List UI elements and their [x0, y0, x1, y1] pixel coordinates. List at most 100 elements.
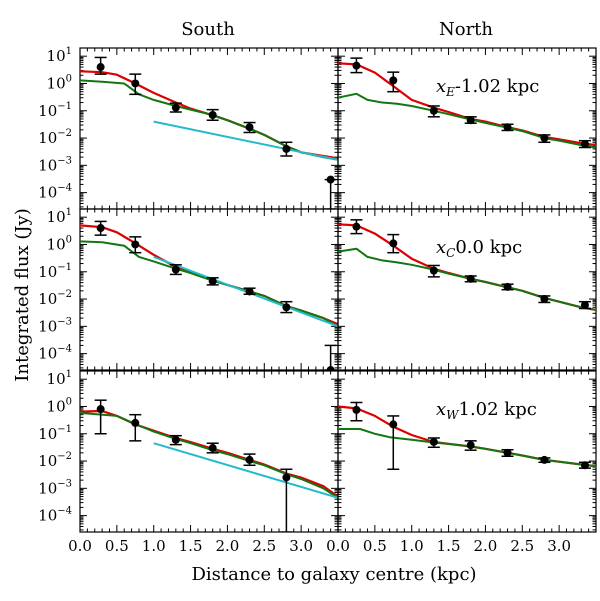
- y-tick-label: 101: [47, 207, 72, 226]
- series-fit-line: [153, 120, 338, 161]
- data-point: [96, 405, 105, 414]
- x-tick-label: 0.5: [105, 537, 129, 555]
- y-tick-label: 10−4: [38, 506, 72, 525]
- panel-south-3-plot-area: [80, 399, 338, 532]
- data-point: [131, 79, 140, 88]
- panel-south-2-plot-area: [80, 220, 338, 370]
- x-tick-label: 2.0: [473, 537, 497, 555]
- data-point: [540, 455, 549, 464]
- panel-annotation: xC0.0 kpc: [436, 237, 522, 260]
- x-tick-label: 2.5: [252, 537, 276, 555]
- data-point: [466, 274, 475, 283]
- data-point: [326, 175, 335, 184]
- y-tick-label: 101: [47, 46, 72, 65]
- data-point: [429, 266, 438, 275]
- panel-north-2-plot-area: [338, 219, 596, 311]
- x-tick-label: 3.0: [289, 537, 313, 555]
- series-model-line: [80, 409, 338, 498]
- x-tick-label: 3.0: [547, 537, 571, 555]
- panel-south-1-plot-area: [80, 56, 338, 209]
- data-point: [282, 144, 291, 153]
- series-fit-line: [153, 442, 338, 499]
- x-tick-label: 2.5: [510, 537, 534, 555]
- data-point: [429, 437, 438, 446]
- data-point: [352, 222, 361, 231]
- series-component-line: [80, 411, 338, 499]
- data-point: [96, 224, 105, 233]
- y-tick-label: 10−2: [38, 128, 72, 147]
- y-tick-label: 10−1: [38, 262, 72, 281]
- data-point: [171, 435, 180, 444]
- panel-north-3-plot-area: [338, 401, 596, 471]
- panel-south-1: 101 100 10−1 10−2 10−3 10−4: [38, 46, 339, 210]
- data-point: [245, 123, 254, 132]
- y-tick-label: 10−3: [38, 478, 72, 497]
- panel-south-3-frame: [79, 370, 339, 533]
- x-tick-label: 2.0: [215, 537, 239, 555]
- panel-annotation: xW1.02 kpc: [436, 399, 537, 422]
- series-component-line: [338, 92, 596, 149]
- x-tick-label: 1.0: [142, 537, 166, 555]
- data-point: [282, 303, 291, 312]
- data-point: [389, 239, 398, 248]
- data-point: [540, 295, 549, 304]
- data-point: [429, 106, 438, 115]
- data-point: [503, 123, 512, 132]
- panel-south-2: 101 100 10−1 10−2 10−3 10−4: [38, 207, 339, 371]
- data-point: [171, 265, 180, 274]
- y-tick-label: 10−2: [38, 451, 72, 470]
- panel-north-1: xE-1.02 kpc: [337, 47, 597, 210]
- data-point: [208, 110, 217, 119]
- data-point: [245, 455, 254, 464]
- panel-north-1-frame: [337, 47, 597, 210]
- y-axis-label: Integrated flux (Jy): [12, 208, 33, 381]
- panel-north-3: 0.0 0.5 1.0 1.5 2.0 2.5 3.0 xW1.02 kpc: [326, 370, 597, 555]
- data-point: [282, 473, 291, 482]
- panel-north-3-frame: [337, 370, 597, 533]
- data-point: [466, 441, 475, 450]
- panel-south-1-frame: [79, 47, 339, 210]
- data-point: [580, 301, 589, 310]
- data-point: [96, 63, 105, 72]
- data-point: [352, 61, 361, 70]
- y-tick-label: 10−4: [38, 183, 72, 202]
- data-point: [466, 116, 475, 125]
- x-axis-label: Distance to galaxy centre (kpc): [191, 564, 476, 585]
- y-tick-label: 10−3: [38, 155, 72, 174]
- panel-annotation: xE-1.02 kpc: [436, 76, 539, 99]
- data-point: [389, 420, 398, 429]
- panel-north-2: xC0.0 kpc: [337, 208, 597, 371]
- panel-north-2-frame: [337, 208, 597, 371]
- x-tick-label: 1.5: [179, 537, 203, 555]
- data-point: [580, 140, 589, 149]
- x-tick-label: 1.5: [437, 537, 461, 555]
- y-tick-label: 100: [47, 73, 72, 92]
- y-tick-label: 100: [47, 396, 72, 415]
- data-point: [326, 366, 335, 370]
- x-tick-label: 0.0: [68, 537, 92, 555]
- x-tick-label: 0.5: [363, 537, 387, 555]
- col-title-north: North: [439, 19, 493, 40]
- data-point: [389, 76, 398, 85]
- series-component-line: [80, 240, 338, 328]
- data-point: [503, 282, 512, 291]
- data-point: [503, 448, 512, 457]
- y-tick-label: 10−1: [38, 101, 72, 120]
- data-point: [171, 103, 180, 112]
- y-tick-label: 10−1: [38, 424, 72, 443]
- y-tick-label: 101: [47, 369, 72, 388]
- data-point: [580, 461, 589, 470]
- panel-north-1-plot-area: [338, 57, 596, 149]
- data-point: [540, 134, 549, 143]
- y-tick-label: 100: [47, 234, 72, 253]
- y-tick-label: 10−3: [38, 316, 72, 335]
- data-point: [208, 444, 217, 453]
- y-tick-label: 10−4: [38, 344, 72, 363]
- data-point: [352, 405, 361, 414]
- x-tick-label: 0.0: [326, 537, 350, 555]
- data-point: [131, 240, 140, 249]
- data-point: [245, 287, 254, 296]
- y-tick-label: 10−2: [38, 289, 72, 308]
- series-component-line: [338, 428, 596, 468]
